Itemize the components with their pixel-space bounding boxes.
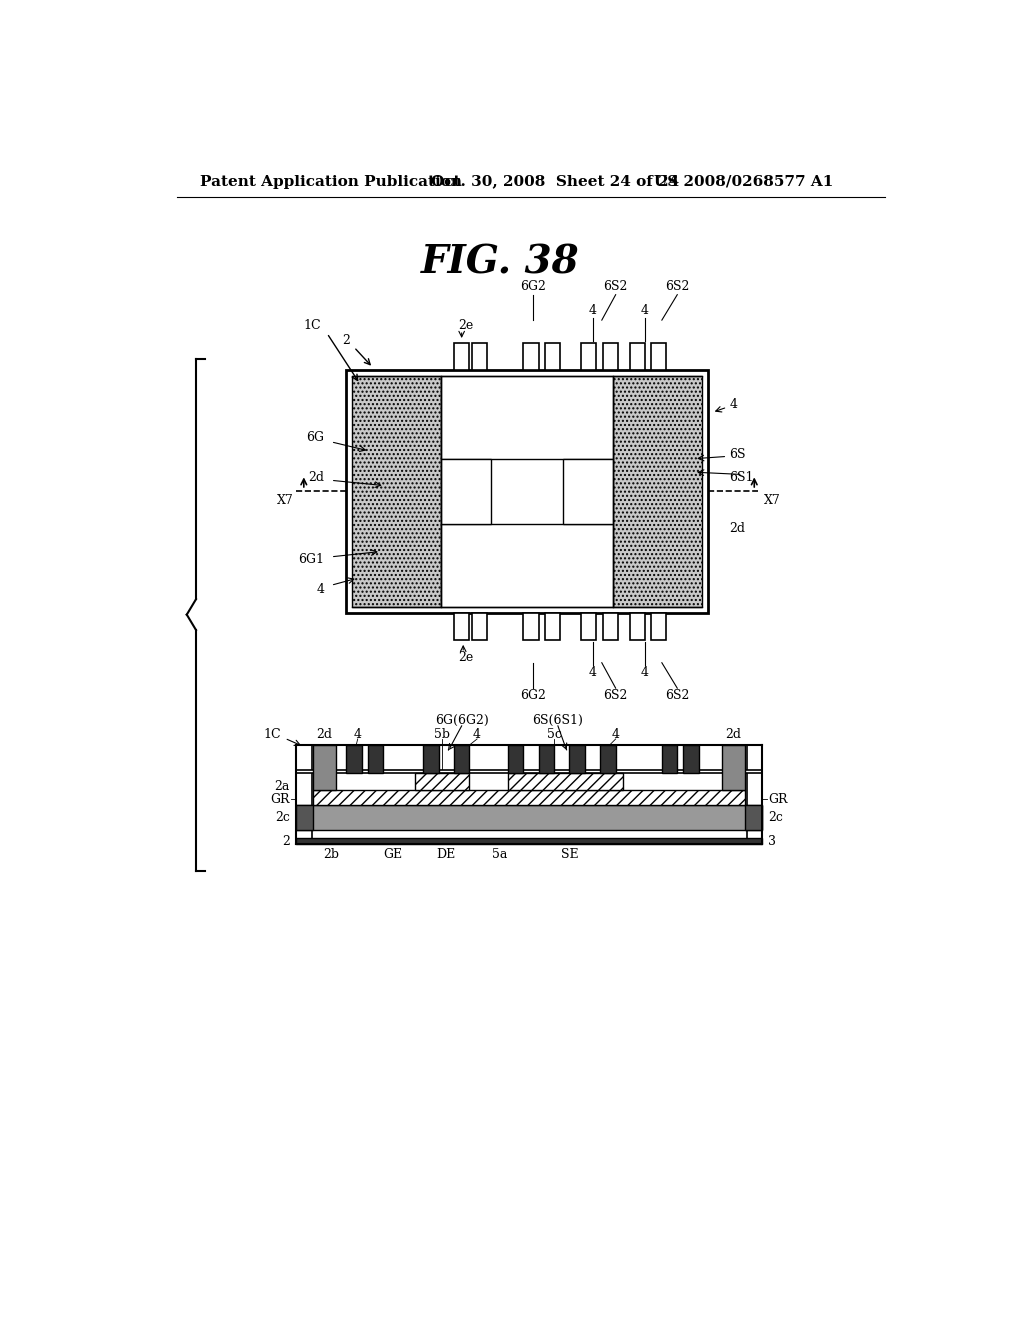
Text: 2b: 2b xyxy=(323,847,339,861)
Bar xyxy=(581,612,596,640)
Bar xyxy=(454,744,469,774)
Text: 6S(6S1): 6S(6S1) xyxy=(532,714,584,727)
Bar xyxy=(569,744,585,774)
Bar xyxy=(651,343,667,370)
Bar xyxy=(472,343,487,370)
Bar xyxy=(602,612,617,640)
Text: US 2008/0268577 A1: US 2008/0268577 A1 xyxy=(654,174,834,189)
Text: 2: 2 xyxy=(342,334,350,347)
Text: 2d: 2d xyxy=(730,521,745,535)
Bar xyxy=(613,376,701,607)
Bar xyxy=(346,370,708,612)
Bar xyxy=(441,376,613,607)
Text: 2d: 2d xyxy=(316,727,333,741)
Text: 4: 4 xyxy=(353,727,361,741)
Text: 4: 4 xyxy=(611,727,620,741)
Bar xyxy=(416,774,469,789)
Bar xyxy=(563,459,613,524)
Text: 6S2: 6S2 xyxy=(603,280,628,293)
Text: 6S2: 6S2 xyxy=(603,689,628,702)
Text: 6G2: 6G2 xyxy=(520,280,546,293)
Bar xyxy=(523,612,539,640)
Text: 7: 7 xyxy=(322,766,328,776)
Text: 6S1: 6S1 xyxy=(730,471,754,484)
Text: 2e: 2e xyxy=(458,651,473,664)
Text: 2d: 2d xyxy=(725,727,741,741)
Bar xyxy=(296,805,313,830)
Bar xyxy=(746,744,762,843)
Text: 2c: 2c xyxy=(275,810,290,824)
Bar xyxy=(296,805,762,830)
Text: 6G2: 6G2 xyxy=(520,689,546,702)
Bar xyxy=(745,805,762,830)
Text: 4: 4 xyxy=(641,304,649,317)
Bar xyxy=(630,343,645,370)
Text: SE: SE xyxy=(561,847,579,861)
Text: 5a: 5a xyxy=(493,847,508,861)
Text: GR: GR xyxy=(768,792,787,805)
Text: GR: GR xyxy=(270,792,290,805)
Text: DE: DE xyxy=(436,847,456,861)
Text: 2e: 2e xyxy=(458,319,473,333)
Text: 2: 2 xyxy=(282,834,290,847)
Bar xyxy=(296,770,762,774)
Bar xyxy=(722,744,745,789)
Bar xyxy=(545,612,560,640)
Text: 4: 4 xyxy=(589,304,597,317)
Text: 7: 7 xyxy=(730,766,737,776)
Text: 5b: 5b xyxy=(434,727,451,741)
Text: 2d: 2d xyxy=(308,471,325,484)
Bar xyxy=(454,612,469,640)
Text: 6G(6G2): 6G(6G2) xyxy=(435,714,488,727)
Text: Oct. 30, 2008  Sheet 24 of 24: Oct. 30, 2008 Sheet 24 of 24 xyxy=(431,174,679,189)
Text: GE: GE xyxy=(383,847,402,861)
Text: 6S2: 6S2 xyxy=(665,689,689,702)
Bar xyxy=(683,744,698,774)
Text: 1C: 1C xyxy=(303,319,321,333)
Text: 2a: 2a xyxy=(274,780,290,793)
Text: 4: 4 xyxy=(641,667,649,680)
Bar xyxy=(441,524,613,607)
Bar xyxy=(441,376,613,459)
Bar xyxy=(296,744,311,843)
Bar xyxy=(581,343,596,370)
Text: X7: X7 xyxy=(278,494,294,507)
Bar xyxy=(508,744,523,774)
Bar xyxy=(539,744,554,774)
Bar xyxy=(472,612,487,640)
Text: 4: 4 xyxy=(730,399,737,412)
Bar xyxy=(352,376,441,607)
Text: 2c: 2c xyxy=(768,810,783,824)
Bar xyxy=(508,774,624,789)
Bar xyxy=(368,744,383,774)
Bar xyxy=(545,343,560,370)
Bar xyxy=(346,744,361,774)
Bar xyxy=(523,343,539,370)
Text: 6S2: 6S2 xyxy=(665,280,689,293)
Text: 1C: 1C xyxy=(263,727,281,741)
Text: 4: 4 xyxy=(589,667,597,680)
Bar xyxy=(441,459,490,524)
Text: 6G1: 6G1 xyxy=(299,553,325,566)
Bar xyxy=(423,744,438,774)
Bar xyxy=(602,343,617,370)
Text: Patent Application Publication: Patent Application Publication xyxy=(200,174,462,189)
Text: 4: 4 xyxy=(316,583,325,597)
Bar xyxy=(662,744,677,774)
Text: 5c: 5c xyxy=(547,727,561,741)
Bar xyxy=(630,612,645,640)
Text: 3: 3 xyxy=(768,834,776,847)
Bar xyxy=(313,744,336,789)
Bar xyxy=(651,612,667,640)
Text: 4: 4 xyxy=(473,727,481,741)
Bar xyxy=(454,343,469,370)
Bar xyxy=(600,744,615,774)
Text: X7: X7 xyxy=(764,494,781,507)
Bar xyxy=(296,838,762,843)
Text: FIG. 38: FIG. 38 xyxy=(421,243,580,281)
Bar xyxy=(313,789,745,805)
Text: 6S: 6S xyxy=(730,449,746,462)
Text: 6G: 6G xyxy=(306,432,325,445)
